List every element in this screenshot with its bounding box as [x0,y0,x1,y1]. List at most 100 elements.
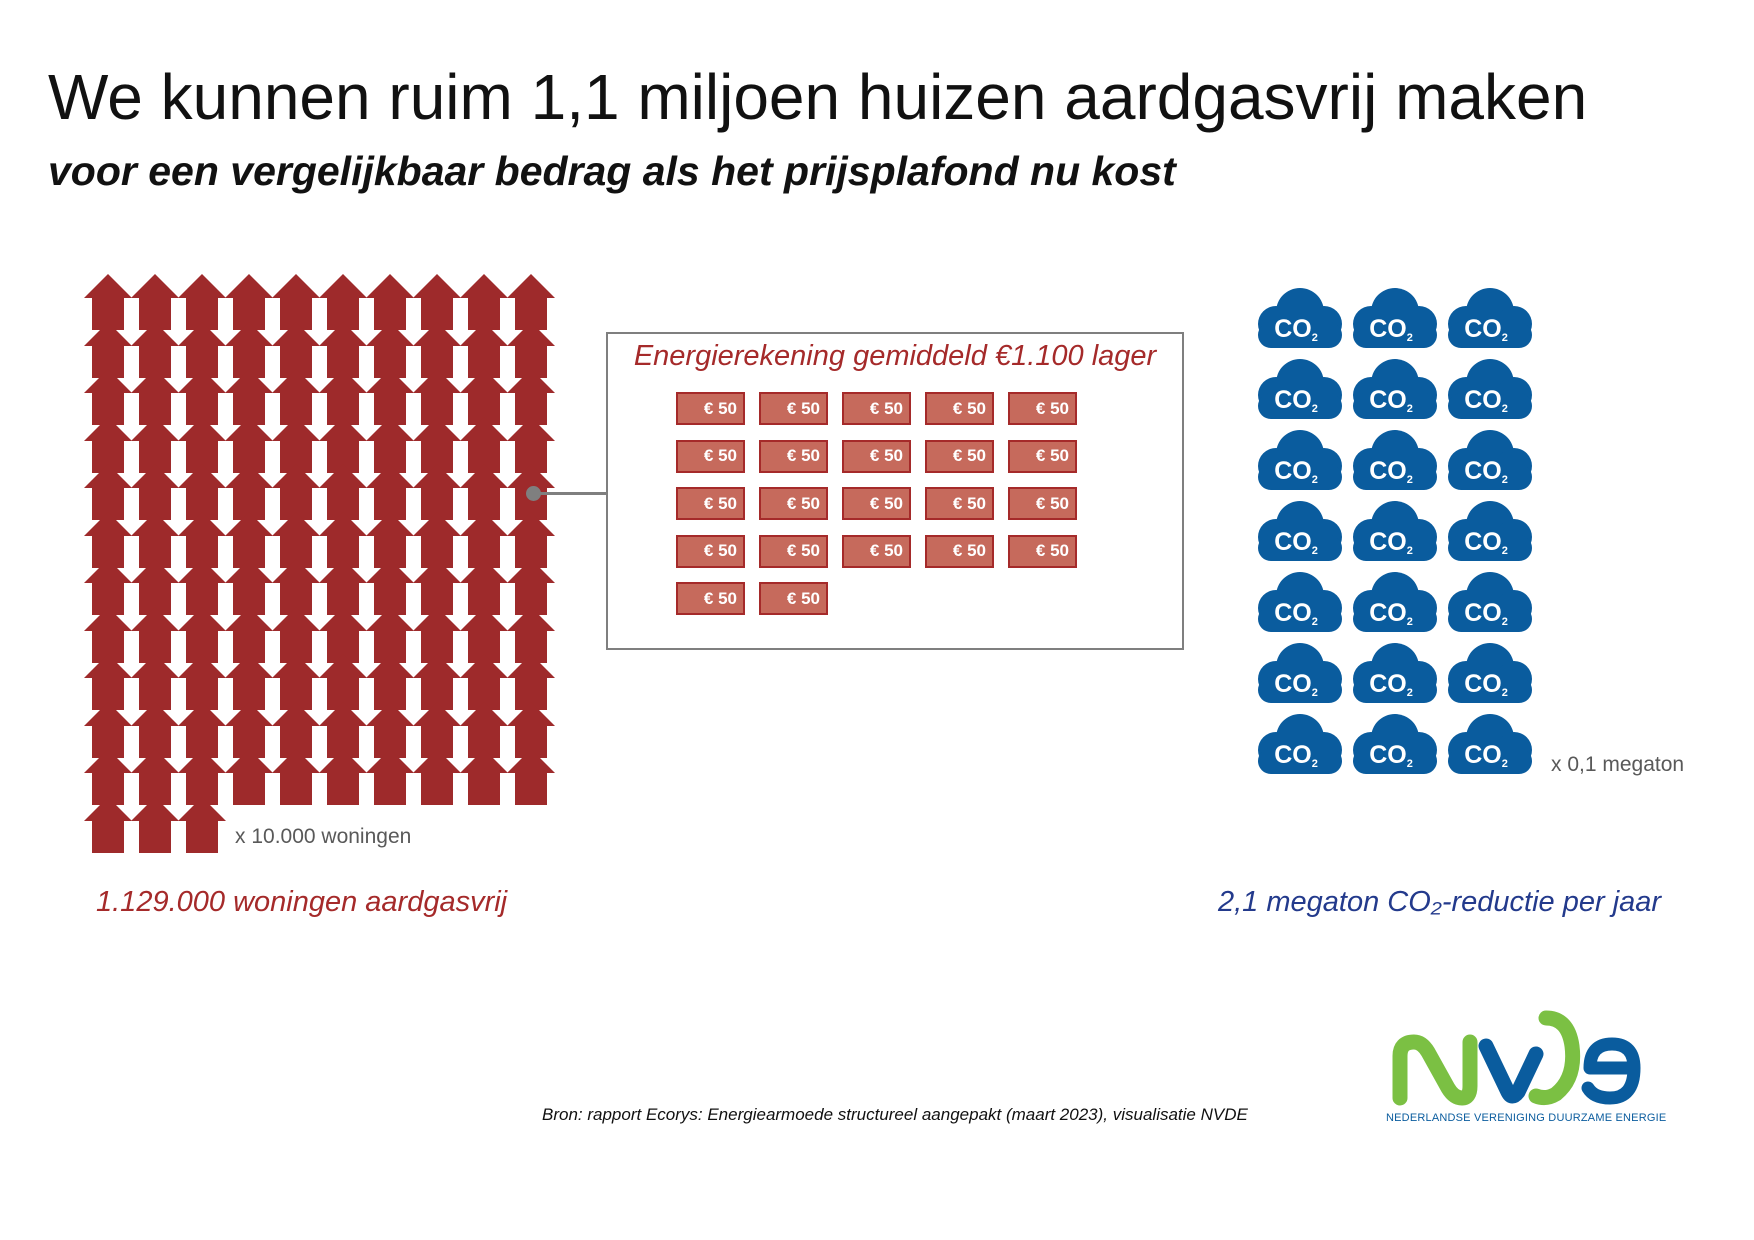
house-icon [272,701,320,758]
house-icon [272,321,320,378]
house-icon [131,796,179,853]
house-icon [225,416,273,473]
house-icon [84,654,132,710]
house-icon [460,701,508,758]
euro-note: € 50 [1008,392,1077,425]
co2-cloud-icon: CO2 [1252,426,1346,494]
nvde-logo: NEDERLANDSE VERENIGING DUURZAME ENERGIE [1386,1008,1667,1132]
euro-note: € 50 [925,487,994,520]
euro-note: € 50 [759,392,828,425]
house-icon [178,796,226,853]
house-icon [507,511,555,568]
house-icon [507,701,555,758]
euro-note: € 50 [1008,534,1077,568]
house-icon [84,274,132,330]
house-icon [460,511,508,568]
house-icon [131,274,179,330]
house-icon [319,369,367,425]
house-icon [319,606,367,663]
house-icon [178,464,226,520]
co2-unit-label: x 0,1 megaton [1551,753,1685,776]
house-icon [460,464,508,520]
svg-text:CO2: CO2 [1274,670,1318,699]
co2-cloud-icon: CO2 [1347,710,1441,778]
co2-cloud-icon: CO2 [1347,639,1441,707]
house-icon [272,274,320,330]
house-icon [225,654,273,710]
house-icon [460,654,508,710]
house-icon [178,701,226,758]
co2-cloud-icon: CO2 [1347,497,1441,565]
house-icon [131,416,179,473]
co2-cloud-icon: CO2 [1442,426,1536,494]
house-icon [460,559,508,615]
svg-text:CO2: CO2 [1369,670,1413,699]
house-icon [319,511,367,568]
svg-text:CO2: CO2 [1464,741,1508,770]
co2-cloud-icon: CO2 [1347,426,1441,494]
euro-note-grid: € 50 € 50 € 50 € 50 € 50 € 50 € 50 € 50 € 50 € 50… [676,392,1096,632]
house-icon [131,654,179,710]
connector-dot [526,486,541,501]
house-icon [413,511,461,568]
house-icon [131,606,179,663]
svg-text:CO2: CO2 [1274,457,1318,486]
house-icon [84,511,132,568]
svg-text:CO2: CO2 [1464,386,1508,415]
euro-note: € 50 [759,487,828,520]
house-icon [272,559,320,615]
euro-note: € 50 [676,582,745,615]
co2-cloud-icon: CO2 [1252,639,1346,707]
house-icon [131,559,179,615]
euro-note: € 50 [842,439,911,473]
house-icon [272,511,320,568]
euro-note: € 50 [925,392,994,425]
logo-tagline: NEDERLANDSE VERENIGING DUURZAME ENERGIE [1386,1112,1667,1124]
house-icon [131,701,179,758]
house-icon [131,369,179,425]
co2-cloud-icon: CO2 [1442,284,1536,352]
house-icon [460,274,508,330]
house-icon [131,749,179,805]
house-icon [272,416,320,473]
house-icon [225,464,273,520]
house-icon [178,369,226,425]
euro-note: € 50 [842,487,911,520]
co2-cloud-icon: CO2 [1252,710,1346,778]
house-icon [366,416,414,473]
energy-bill-title: Energierekening gemiddeld €1.100 lager [633,340,1157,372]
energy-bill-panel: Energierekening gemiddeld €1.100 lager €… [606,332,1184,650]
house-icon [319,654,367,710]
house-icon [84,464,132,520]
house-icon [225,701,273,758]
house-icon [413,416,461,473]
house-icon [178,274,226,330]
euro-note: € 50 [925,534,994,568]
house-icon [131,464,179,520]
house-icon [319,416,367,473]
euro-note: € 50 [925,439,994,473]
euro-note: € 50 [759,439,828,473]
connector-line [538,492,606,495]
house-icon [507,559,555,615]
euro-note: € 50 [842,392,911,425]
house-icon [178,416,226,473]
house-icon [460,369,508,425]
euro-note: € 50 [1008,439,1077,473]
house-icon [272,654,320,710]
house-icon [460,416,508,473]
house-icon [366,559,414,615]
house-icon [225,511,273,568]
house-icon [319,701,367,758]
house-icon [507,654,555,710]
house-icon [84,749,132,805]
svg-text:CO2: CO2 [1369,315,1413,344]
house-icon [413,321,461,378]
euro-note: € 50 [676,534,745,568]
house-icon [413,274,461,330]
co2-cloud-icon: CO2 [1252,355,1346,423]
house-icon [319,559,367,615]
svg-text:CO2: CO2 [1369,457,1413,486]
house-icon [178,749,226,805]
house-icon [178,606,226,663]
